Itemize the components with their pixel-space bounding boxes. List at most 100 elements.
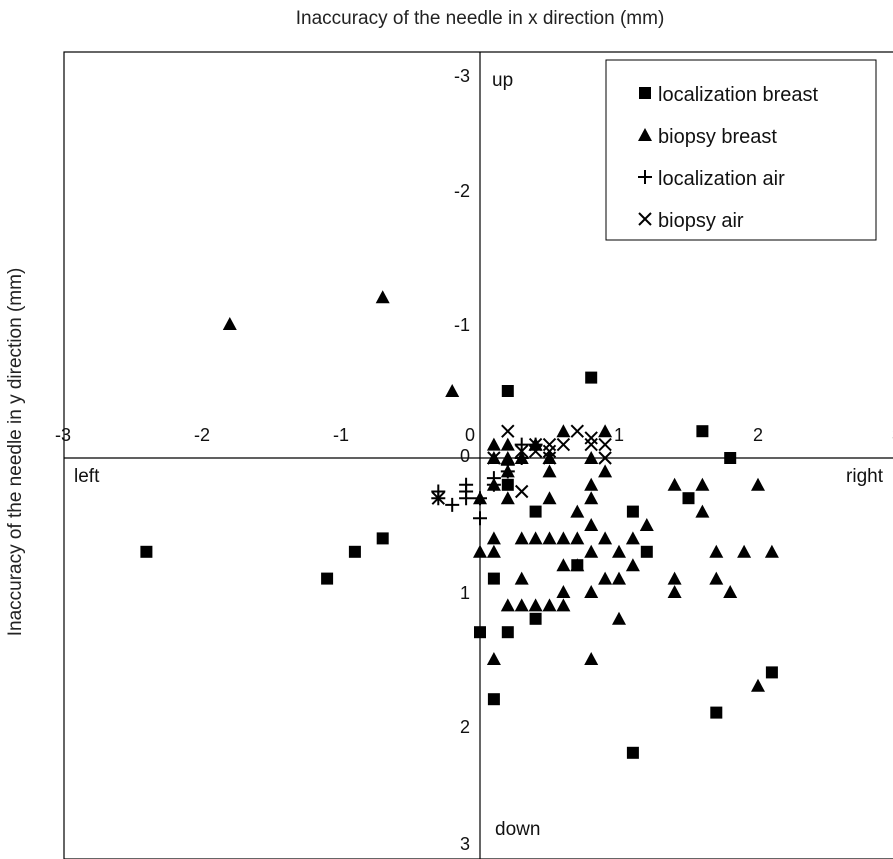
point-biopsy-breast: [486, 437, 501, 451]
direction-label-up: up: [492, 70, 513, 91]
point-biopsy-breast: [486, 652, 501, 665]
point-localization-air: [459, 491, 474, 506]
point-localization-breast: [501, 478, 514, 491]
point-biopsy-breast: [723, 585, 738, 598]
point-biopsy-breast: [528, 598, 543, 612]
point-biopsy-air: [487, 451, 501, 465]
point-biopsy-breast: [584, 544, 599, 558]
point-localization-air: [514, 437, 529, 452]
direction-label-down: down: [495, 819, 540, 840]
plot-area-frame: [63, 51, 893, 859]
point-biopsy-breast: [500, 437, 515, 451]
point-localization-breast: [585, 371, 598, 384]
point-localization-air: [500, 464, 515, 479]
point-biopsy-breast: [709, 571, 724, 585]
point-biopsy-breast: [598, 424, 613, 438]
point-biopsy-breast: [667, 477, 682, 491]
point-localization-breast: [710, 706, 723, 719]
point-biopsy-air: [431, 491, 446, 505]
point-localization-breast: [140, 545, 153, 558]
point-biopsy-breast: [570, 504, 585, 518]
point-biopsy-breast: [375, 290, 390, 304]
y-tick-label: 1: [460, 583, 470, 603]
point-biopsy-breast: [584, 491, 599, 505]
point-localization-air: [473, 511, 487, 526]
point-biopsy-breast: [445, 384, 460, 397]
y-axis-label: Inaccuracy of the needle in y direction …: [5, 268, 26, 637]
point-localization-air: [473, 491, 487, 506]
point-biopsy-breast: [598, 531, 613, 545]
point-biopsy-air: [542, 437, 557, 452]
point-biopsy-breast: [584, 652, 599, 665]
legend-label: biopsy air: [658, 210, 744, 232]
point-localization-breast: [765, 666, 778, 679]
legend: localization breast biopsy breast localiza…: [605, 59, 877, 241]
x-tick-label: -2: [194, 425, 210, 445]
point-biopsy-air: [528, 444, 543, 459]
point-biopsy-breast: [473, 544, 487, 558]
point-biopsy-breast: [584, 451, 599, 464]
point-biopsy-breast: [695, 477, 710, 491]
point-biopsy-breast: [486, 544, 501, 558]
point-localization-breast: [626, 746, 639, 759]
point-localization-breast: [376, 532, 389, 545]
y-tick-label: 2: [460, 717, 470, 737]
legend-marker-plus: [638, 170, 652, 184]
point-biopsy-breast: [612, 544, 626, 558]
direction-label-left: left: [74, 466, 100, 487]
point-biopsy-breast: [556, 585, 571, 598]
y-tick-labels: -3 -2 -1 0 1 2 3: [454, 66, 470, 854]
point-biopsy-air: [542, 451, 557, 465]
point-localization-breast: [321, 572, 334, 585]
point-localization-breast: [724, 452, 737, 464]
point-biopsy-breast: [556, 558, 571, 572]
point-biopsy-breast: [639, 518, 654, 531]
point-biopsy-breast: [500, 598, 515, 612]
point-localization-air: [459, 477, 474, 492]
point-biopsy-breast: [500, 491, 515, 505]
data-points: [140, 290, 779, 759]
x-tick-label: 0: [465, 425, 475, 445]
point-biopsy-breast: [751, 477, 765, 491]
point-biopsy-breast: [612, 571, 626, 585]
point-biopsy-breast: [556, 531, 571, 545]
point-biopsy-breast: [528, 531, 543, 545]
point-localization-breast: [529, 612, 542, 625]
point-biopsy-breast: [570, 531, 585, 545]
point-localization-air: [445, 497, 460, 512]
legend-marker-square: [639, 87, 651, 99]
point-biopsy-breast: [667, 585, 682, 598]
point-biopsy-breast: [625, 558, 640, 572]
x-tick-label: -1: [333, 425, 349, 445]
legend-label: localization air: [658, 168, 785, 190]
point-biopsy-breast: [751, 678, 765, 692]
point-localization-breast: [626, 505, 639, 518]
point-biopsy-breast: [570, 558, 585, 572]
point-biopsy-breast: [584, 585, 599, 598]
point-biopsy-breast: [764, 544, 779, 558]
point-biopsy-breast: [486, 531, 501, 545]
x-axis-label: Inaccuracy of the needle in x direction …: [296, 8, 665, 29]
point-biopsy-breast: [514, 598, 529, 612]
point-biopsy-breast: [667, 571, 682, 585]
y-tick-label: 0: [460, 446, 470, 466]
point-biopsy-breast: [514, 531, 529, 545]
point-biopsy-breast: [542, 531, 557, 545]
x-tick-label: -3: [55, 425, 71, 445]
y-tick-label: 3: [460, 834, 470, 854]
point-biopsy-air: [501, 424, 515, 438]
legend-marker-triangle: [638, 128, 652, 141]
point-localization-breast: [501, 385, 514, 397]
point-biopsy-breast: [625, 531, 640, 545]
x-tick-label: 3: [892, 425, 893, 445]
point-biopsy-breast: [584, 477, 599, 491]
direction-label-right: right: [846, 466, 884, 487]
point-biopsy-air: [598, 451, 612, 465]
point-biopsy-breast: [598, 571, 613, 585]
point-localization-breast: [348, 545, 361, 558]
point-biopsy-breast: [500, 451, 515, 464]
point-biopsy-breast: [556, 424, 571, 438]
point-biopsy-air: [584, 437, 598, 452]
x-tick-label: 2: [753, 425, 763, 445]
